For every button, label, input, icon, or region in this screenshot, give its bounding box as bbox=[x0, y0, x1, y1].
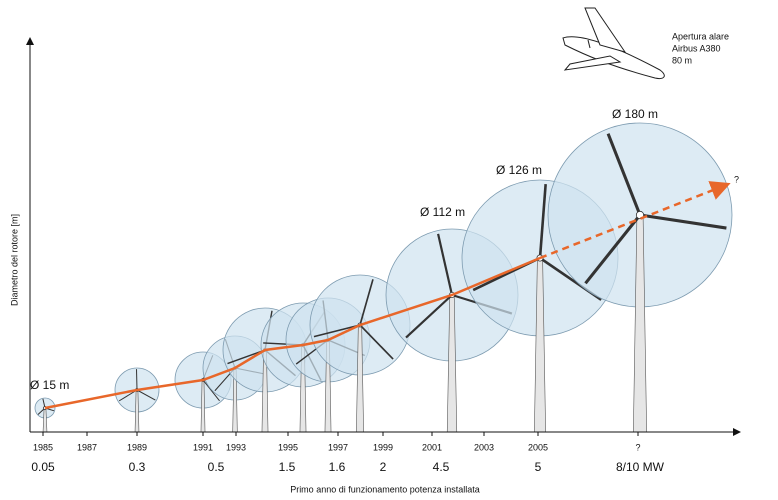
year-label: 1997 bbox=[328, 442, 348, 452]
blade bbox=[437, 233, 454, 296]
power-label: 1.5 bbox=[279, 460, 296, 474]
blade bbox=[202, 379, 220, 402]
diameter-label: Ø 180 m bbox=[612, 107, 658, 121]
power-label: 2 bbox=[380, 460, 387, 474]
power-label: 4.5 bbox=[433, 460, 450, 474]
turbine bbox=[547, 122, 733, 433]
y-axis-label: Diametro del rotore [m] bbox=[9, 214, 19, 306]
year-label: 1995 bbox=[278, 442, 298, 452]
year-label: 1985 bbox=[33, 442, 53, 452]
blade bbox=[606, 133, 642, 216]
diameter-label: Ø 112 m bbox=[420, 205, 465, 219]
power-label: 0.3 bbox=[129, 460, 146, 474]
blade bbox=[639, 213, 727, 230]
blade bbox=[359, 279, 374, 326]
turbine bbox=[114, 367, 160, 433]
year-label: 2005 bbox=[528, 442, 548, 452]
future-marker: ? bbox=[734, 174, 739, 184]
blade bbox=[359, 324, 394, 360]
blade bbox=[227, 349, 266, 365]
year-label: 1991 bbox=[193, 442, 213, 452]
year-label: 1993 bbox=[226, 442, 246, 452]
trend-line bbox=[44, 256, 541, 410]
blade bbox=[136, 389, 156, 401]
year-label: 1989 bbox=[127, 442, 147, 452]
blade bbox=[313, 324, 361, 338]
x-axis-label: Primo anno di funzionamento potenza inst… bbox=[290, 484, 480, 494]
airplane-note: 80 m bbox=[672, 55, 692, 65]
diameter-label: Ø 15 m bbox=[30, 378, 69, 392]
airplane bbox=[562, 7, 665, 79]
blade bbox=[405, 294, 453, 339]
blade bbox=[584, 214, 642, 285]
year-label: 2003 bbox=[474, 442, 494, 452]
power-label: 0.5 bbox=[208, 460, 225, 474]
turbines bbox=[34, 122, 733, 433]
airplane-note: Apertura alare bbox=[672, 31, 729, 41]
diameter-label: Ø 126 m bbox=[496, 163, 542, 177]
blade bbox=[538, 184, 547, 259]
year-label: 2001 bbox=[422, 442, 442, 452]
year-label: ? bbox=[635, 442, 640, 452]
year-label: 1999 bbox=[373, 442, 393, 452]
power-label: 5 bbox=[535, 460, 542, 474]
power-label: 0.05 bbox=[31, 460, 55, 474]
trend-projection bbox=[539, 181, 731, 260]
year-label: 1987 bbox=[77, 442, 97, 452]
airplane-note: Airbus A380 bbox=[672, 43, 721, 53]
turbine bbox=[34, 397, 56, 433]
power-label: 8/10 MW bbox=[616, 460, 665, 474]
power-label: 1.6 bbox=[329, 460, 346, 474]
